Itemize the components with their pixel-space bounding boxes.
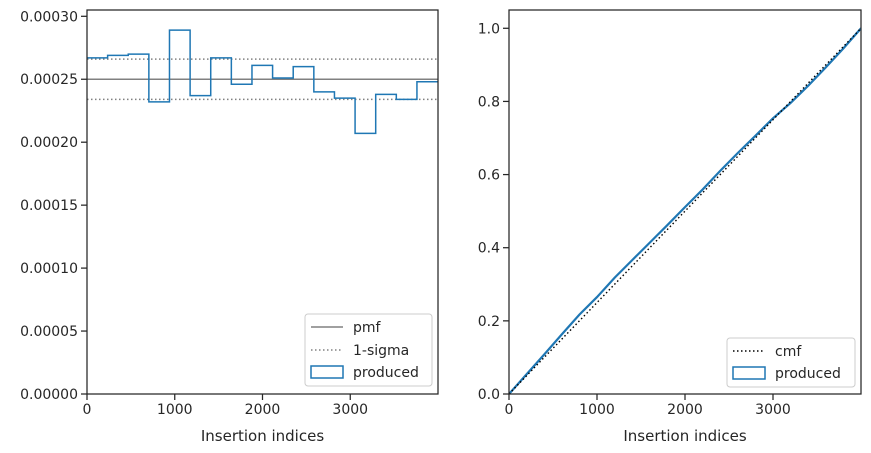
legend: cmf produced [726, 337, 856, 388]
y-tick-label: 0.00025 [20, 72, 78, 88]
x-tick-label: 0 [83, 402, 92, 418]
legend-box [726, 337, 856, 388]
y-tick-label: 0.00005 [20, 324, 78, 340]
x-tick-label: 1000 [579, 402, 615, 418]
y-tick-label: 1.0 [478, 21, 500, 37]
y-tick-label: 0.00010 [20, 261, 78, 277]
histogram-plot-area [87, 29, 438, 135]
x-tick-label: 0 [505, 402, 514, 418]
y-tick-label: 0.00030 [20, 9, 78, 25]
y-tick-label: 0.8 [478, 94, 500, 110]
legend-produced-label: produced [775, 366, 841, 382]
legend: pmf 1-sigma produced [304, 313, 433, 387]
x-tick-label: 2000 [245, 402, 281, 418]
produced-cumulative-line [509, 27, 861, 394]
cumulative-plot-area [509, 27, 861, 394]
cumulative-panel: 0 1000 2000 3000 0.0 0.2 0.4 0.6 0.8 1.0 Insertion… [478, 9, 862, 445]
cmf-line [509, 27, 861, 394]
x-tick-label: 3000 [755, 402, 791, 418]
x-axis-label: Insertion indices [201, 427, 324, 445]
y-tick-label: 0.00020 [20, 135, 78, 151]
x-axis-label: Insertion indices [623, 427, 746, 445]
y-tick-label: 0.0 [478, 387, 500, 403]
y-tick-label: 0.6 [478, 168, 500, 184]
produced-histogram [87, 29, 438, 135]
x-tick-label: 3000 [332, 402, 368, 418]
legend-produced-swatch [732, 366, 766, 380]
y-tick-label: 0.00000 [20, 387, 78, 403]
legend-pmf-label: pmf [353, 320, 382, 336]
y-tick-label: 0.4 [478, 241, 500, 257]
legend-sigma-label: 1-sigma [353, 343, 409, 359]
x-tick-label: 1000 [157, 402, 193, 418]
y-tick-label: 0.00015 [20, 198, 78, 214]
histogram-panel: 0 1000 2000 3000 0.00000 0.00005 0.00010 0.0001… [20, 9, 439, 445]
legend-produced-label: produced [353, 365, 419, 381]
axes-frame [508, 9, 862, 395]
legend-box [304, 313, 433, 387]
legend-produced-swatch [310, 365, 344, 379]
y-tick-label: 0.2 [478, 314, 500, 330]
x-tick-label: 2000 [667, 402, 703, 418]
legend-cmf-label: cmf [775, 344, 802, 360]
